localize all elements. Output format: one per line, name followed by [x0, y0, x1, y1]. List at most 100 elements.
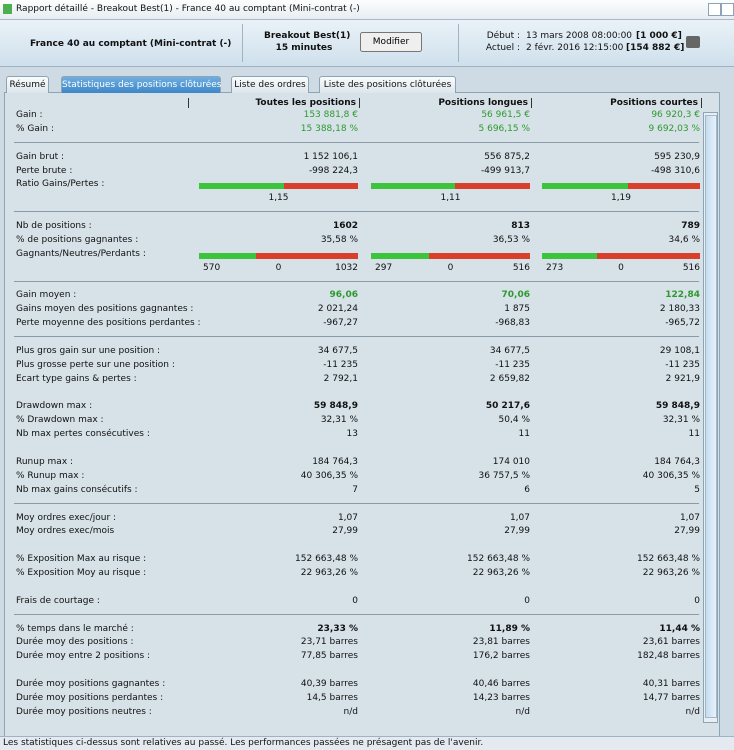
row-label: Moy ordres exec/jour : [16, 512, 117, 523]
column-separator [188, 98, 189, 108]
cell-value: 1,07 [337, 512, 358, 523]
cell-value: -998 224,3 [308, 165, 358, 176]
row-label: % Runup max : [16, 470, 85, 481]
tab[interactable]: Liste des positions clôturées [319, 76, 456, 93]
cell-value: 2 792,1 [323, 373, 358, 384]
cell-value: 29 108,1 [659, 345, 700, 356]
start-value: [1 000 €] [636, 31, 682, 41]
cell-value: 40 306,35 % [300, 470, 358, 481]
row-label: Durée moy des positions : [16, 637, 134, 648]
cell-value: 14,77 barres [642, 692, 700, 703]
cell-value: -498 310,6 [650, 165, 700, 176]
row-label: Gains moyen des positions gagnantes : [16, 304, 194, 315]
cell-value: 34 677,5 [489, 345, 530, 356]
cell-value: 184 764,3 [654, 457, 700, 467]
cell-value: 59 848,9 [313, 401, 358, 412]
row-label: Nb max gains consécutifs : [16, 484, 138, 495]
cell-value: 22 963,26 % [642, 568, 700, 579]
cell-value: n/d [515, 706, 530, 717]
cell-value: 813 [511, 221, 530, 232]
gain-bar [542, 183, 628, 190]
cell-value: 70,06 [501, 290, 530, 301]
scroll-thumb[interactable] [705, 115, 717, 718]
win-bar [199, 252, 256, 259]
cell-value: 50 217,6 [485, 401, 530, 412]
row-label: Gain brut : [16, 151, 65, 162]
ratio-label: 1,11 [440, 193, 461, 204]
loss-bar [627, 183, 700, 190]
timeframe: 15 minutes [275, 43, 333, 53]
title-bar: Rapport détaillé - Breakout Best(1) - Fr… [0, 0, 734, 20]
column-header: Positions courtes [610, 98, 698, 108]
win-count: 297 [375, 262, 393, 273]
cell-value: 14,5 barres [306, 692, 358, 703]
cell-value: 152 663,48 % [467, 554, 530, 565]
neutral-count: 0 [447, 262, 454, 273]
close-button[interactable] [721, 3, 734, 16]
cell-value: 0 [694, 595, 700, 606]
cell-value: n/d [685, 706, 700, 717]
row-label: % Drawdown max : [16, 415, 104, 426]
win-bar [542, 252, 597, 259]
minimize-button[interactable] [708, 3, 721, 16]
cell-value: 2 659,82 [489, 373, 530, 384]
loss-bar [429, 252, 530, 259]
tab[interactable]: Résumé [6, 76, 49, 93]
current-date: 2 févr. 2016 12:15:00 [526, 43, 624, 53]
column-separator [359, 98, 360, 108]
cell-value: 174 010 [492, 457, 530, 467]
row-label: % de positions gagnantes : [16, 234, 139, 245]
cell-value: 5 696,15 % [478, 123, 531, 134]
cell-value: -967,27 [323, 318, 358, 329]
row-label: Frais de courtage : [16, 595, 100, 606]
cell-value: 59 848,9 [655, 401, 700, 412]
cell-value: 2 021,24 [317, 304, 358, 315]
scrollbar[interactable] [703, 112, 718, 723]
cell-value: 9 692,03 % [648, 123, 701, 134]
cell-value: 1,07 [509, 512, 530, 523]
win-count: 273 [546, 262, 564, 273]
cell-value: 50,4 % [498, 415, 530, 426]
content-panel [4, 92, 720, 737]
cell-value: 1 875 [504, 304, 530, 315]
cell-value: 0 [352, 595, 358, 606]
cell-value: 152 663,48 % [637, 554, 700, 565]
loss-bar [255, 252, 358, 259]
cell-value: 7 [352, 484, 358, 495]
neutral-count: 0 [618, 262, 624, 273]
cell-value: 0 [524, 595, 530, 606]
cell-value: 23,33 % [317, 623, 358, 634]
gain-bar [371, 183, 455, 190]
tab[interactable]: Statistiques des positions clôturées [61, 76, 221, 93]
modify-button[interactable]: Modifier [360, 32, 422, 52]
row-label: Runup max : [16, 457, 74, 467]
cell-value: 96,06 [329, 290, 358, 301]
divider [14, 280, 699, 282]
divider [14, 211, 699, 213]
instrument: France 40 au comptant (Mini-contrat (-) [30, 39, 232, 49]
row-label: Durée moy positions neutres : [16, 706, 152, 717]
win-count: 570 [203, 262, 221, 273]
strategy: Breakout Best(1) [264, 31, 351, 41]
cell-value: 182,48 barres [637, 651, 700, 662]
neutral-count: 0 [275, 262, 282, 273]
tab[interactable]: Liste des ordres [231, 76, 309, 93]
cell-value: 40,46 barres [472, 679, 530, 690]
row-label: Plus gros gain sur une position : [16, 345, 161, 356]
print-icon[interactable] [686, 36, 700, 48]
cell-value: 789 [681, 221, 700, 232]
win-bar [371, 252, 430, 259]
cell-value: 22 963,26 % [300, 568, 358, 579]
cell-value: 1 152 106,1 [303, 151, 358, 162]
cell-value: 27,99 [504, 526, 530, 537]
current-label: Actuel : [485, 43, 520, 53]
divider [14, 613, 699, 615]
column-separator [701, 98, 702, 108]
cell-value: 23,81 barres [472, 637, 530, 648]
row-label: % temps dans le marché : [16, 623, 134, 634]
row-label: Durée moy positions perdantes : [16, 692, 164, 703]
loss-bar [596, 252, 700, 259]
divider [14, 141, 699, 143]
row-label: Ecart type gains & pertes : [16, 373, 137, 384]
